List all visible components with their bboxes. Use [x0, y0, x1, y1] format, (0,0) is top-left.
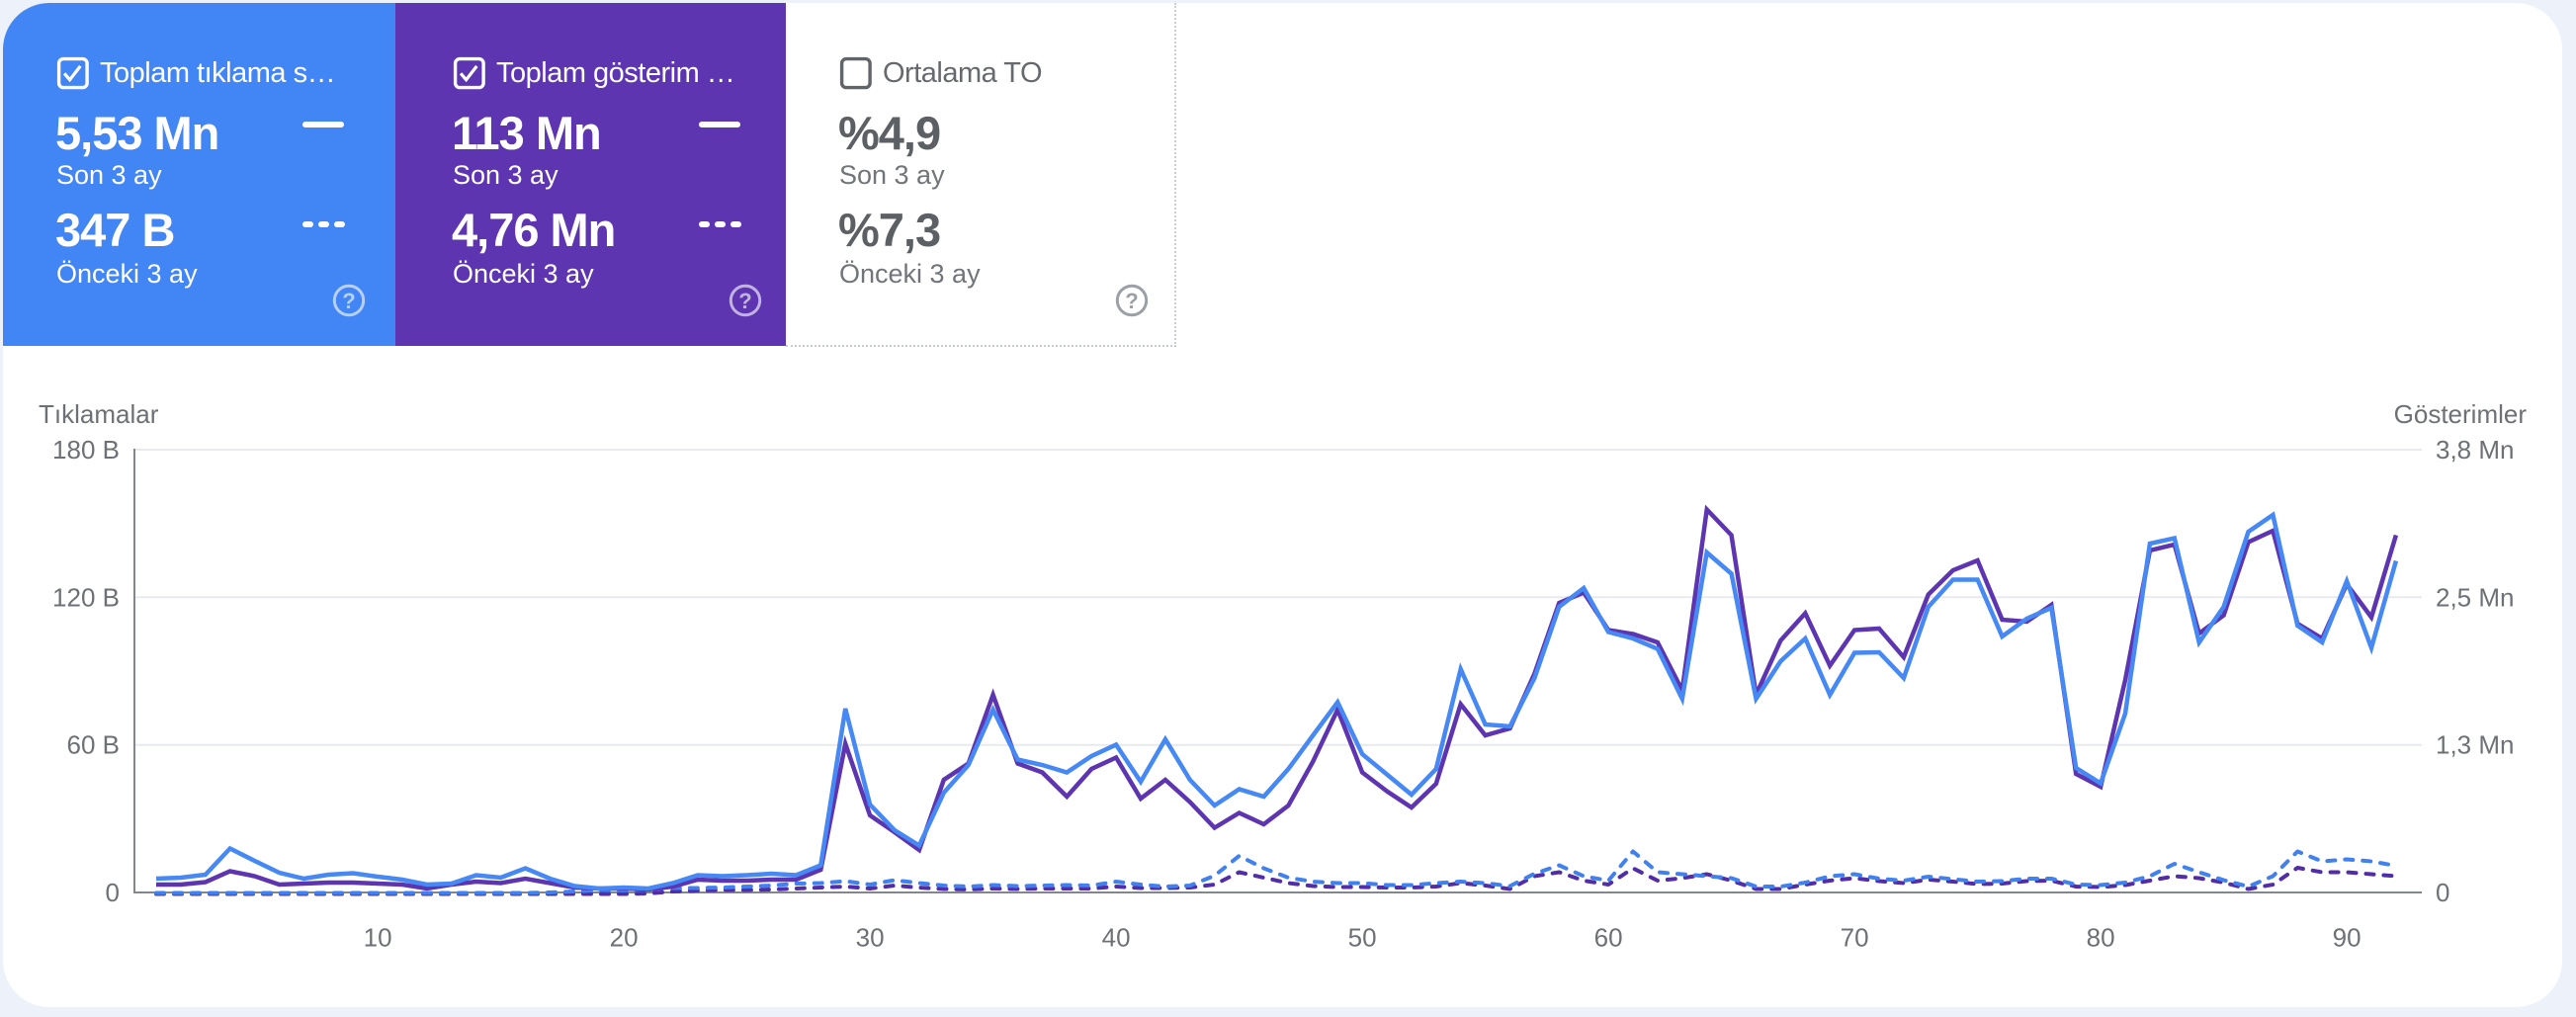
svg-text:70: 70: [1841, 923, 1869, 953]
svg-text:120 B: 120 B: [52, 582, 120, 612]
svg-text:10: 10: [364, 923, 392, 953]
svg-text:?: ?: [342, 289, 355, 313]
svg-text:40: 40: [1102, 923, 1131, 953]
svg-text:60 B: 60 B: [67, 730, 121, 760]
svg-text:?: ?: [738, 289, 751, 313]
svg-text:Tıklamalar: Tıklamalar: [39, 399, 159, 429]
svg-text:3,8 Mn: 3,8 Mn: [2436, 435, 2515, 465]
svg-text:60: 60: [1594, 923, 1623, 953]
svg-text:?: ?: [1125, 289, 1138, 313]
svg-text:30: 30: [856, 923, 885, 953]
svg-text:1,3 Mn: 1,3 Mn: [2436, 730, 2515, 760]
svg-text:Gösterimler: Gösterimler: [2394, 399, 2528, 429]
svg-text:80: 80: [2087, 923, 2115, 953]
svg-text:2,5 Mn: 2,5 Mn: [2436, 582, 2515, 612]
svg-text:0: 0: [2436, 878, 2449, 907]
svg-text:50: 50: [1348, 923, 1377, 953]
svg-text:90: 90: [2333, 923, 2361, 953]
svg-text:180 B: 180 B: [52, 435, 120, 465]
svg-text:20: 20: [610, 923, 639, 953]
svg-text:0: 0: [106, 878, 120, 907]
